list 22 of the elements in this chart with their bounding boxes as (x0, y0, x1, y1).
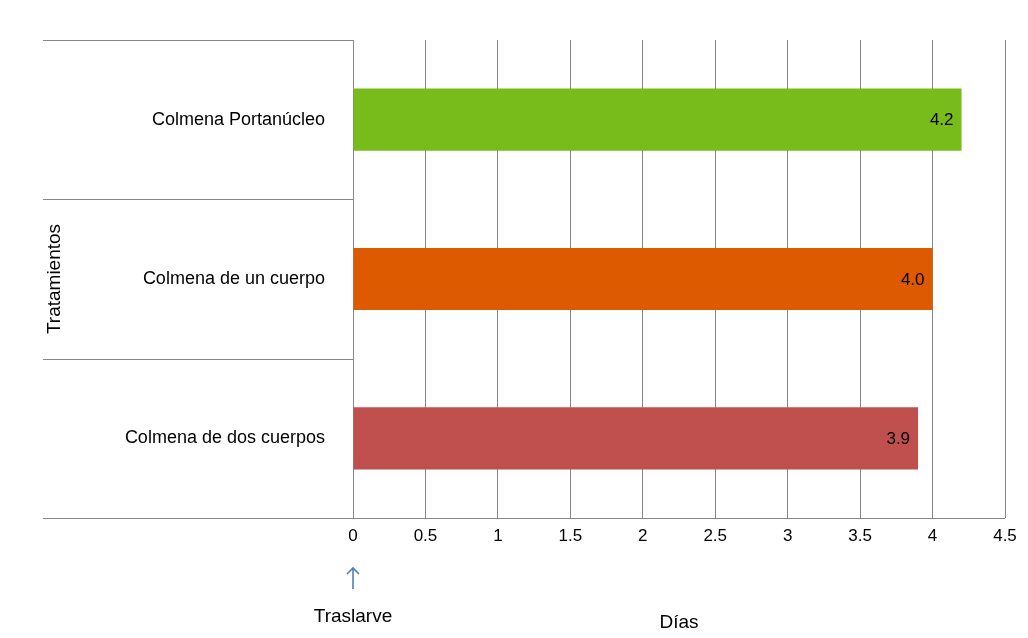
x-tick-label: 2.5 (703, 525, 728, 545)
bar (353, 407, 919, 470)
x-tick-label: 0.5 (413, 525, 438, 545)
data-label: 4.2 (929, 110, 954, 130)
x-tick-label: 3.5 (848, 525, 872, 545)
x-tick-label: 1 (493, 525, 503, 545)
bar (353, 88, 962, 151)
data-label: 3.9 (886, 429, 911, 449)
y-tick-label: Colmena de dos cuerpos (124, 427, 325, 448)
data-label: 4.0 (900, 269, 925, 289)
bar (353, 247, 933, 311)
y-axis-title: Tratamientos (42, 223, 64, 335)
x-tick-label: 1.5 (558, 525, 583, 545)
x-tick-label: 4.5 (993, 525, 1017, 545)
x-axis-title: Días (659, 610, 699, 632)
x-tick-label: 2 (638, 525, 648, 545)
text: Traslarve (313, 605, 393, 627)
x-tick-label: 3 (782, 525, 793, 545)
x-tick-label: 0 (348, 525, 358, 545)
y-tick-label: Colmena Portanúcleo (151, 108, 325, 129)
y-tick-label: Colmena de un cuerpo (142, 267, 325, 288)
x-tick-label: 4 (927, 525, 938, 545)
